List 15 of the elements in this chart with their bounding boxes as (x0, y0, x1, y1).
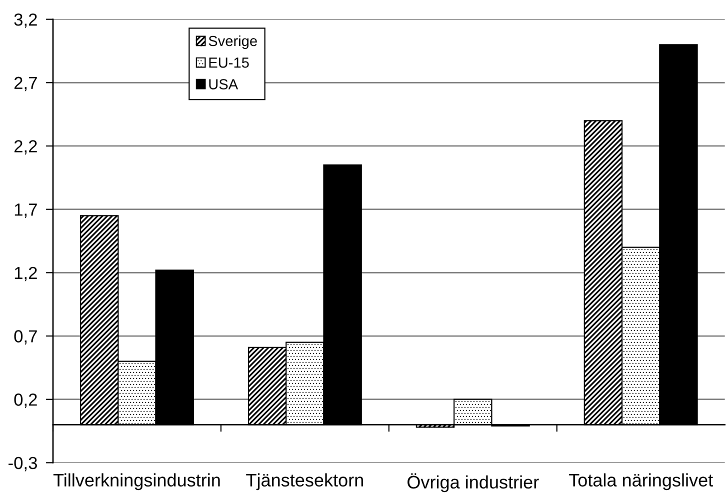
y-tick-label: 1,7 (14, 204, 37, 218)
x-tick-label: Övriga industrier (408, 473, 539, 492)
legend-label: Sverige (208, 35, 257, 50)
legend-label: USA (209, 79, 238, 90)
x-tick-label: Tjänstesektorn (246, 473, 363, 490)
y-tick-label: 2,2 (14, 140, 37, 154)
y-tick-label: -0,3 (8, 456, 37, 472)
x-tick-label: Totala näringslivet (568, 473, 713, 490)
y-tick-label: 3,2 (14, 13, 37, 28)
y-tick-label: 0,7 (14, 330, 37, 345)
legend-label: EU-15 (209, 58, 249, 68)
y-tick-label: 2,7 (14, 76, 37, 92)
y-tick-label: 1,2 (14, 266, 37, 282)
y-tick-label: 0,2 (14, 394, 37, 408)
x-tick-label: Tillverkningsindustrin (53, 473, 220, 490)
